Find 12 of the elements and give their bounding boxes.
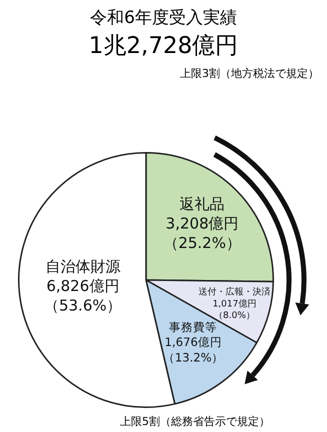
slice-label: 返礼品 bbox=[180, 194, 225, 213]
chart-subtitle: 1兆2,728億円 bbox=[88, 32, 240, 61]
text: 上限3割（地方税法で規定） bbox=[180, 66, 319, 81]
text: 上限5割（総務省告示で規定） bbox=[120, 414, 270, 429]
slice-label: 送付・広報・決済 bbox=[198, 286, 270, 298]
slice-label: 事務費等 bbox=[169, 320, 218, 334]
data-label: 1,676億円（13.2%） bbox=[162, 335, 224, 364]
data-label: 6,826億円（53.6%） bbox=[44, 277, 122, 315]
chart-title: 令和6年度受入実績 bbox=[89, 7, 238, 29]
slice-label: 自治体財源 bbox=[45, 258, 120, 276]
data-label: 1,017億円（8.0%） bbox=[212, 298, 256, 321]
data-label: 3,208億円（25.2%） bbox=[163, 214, 241, 252]
